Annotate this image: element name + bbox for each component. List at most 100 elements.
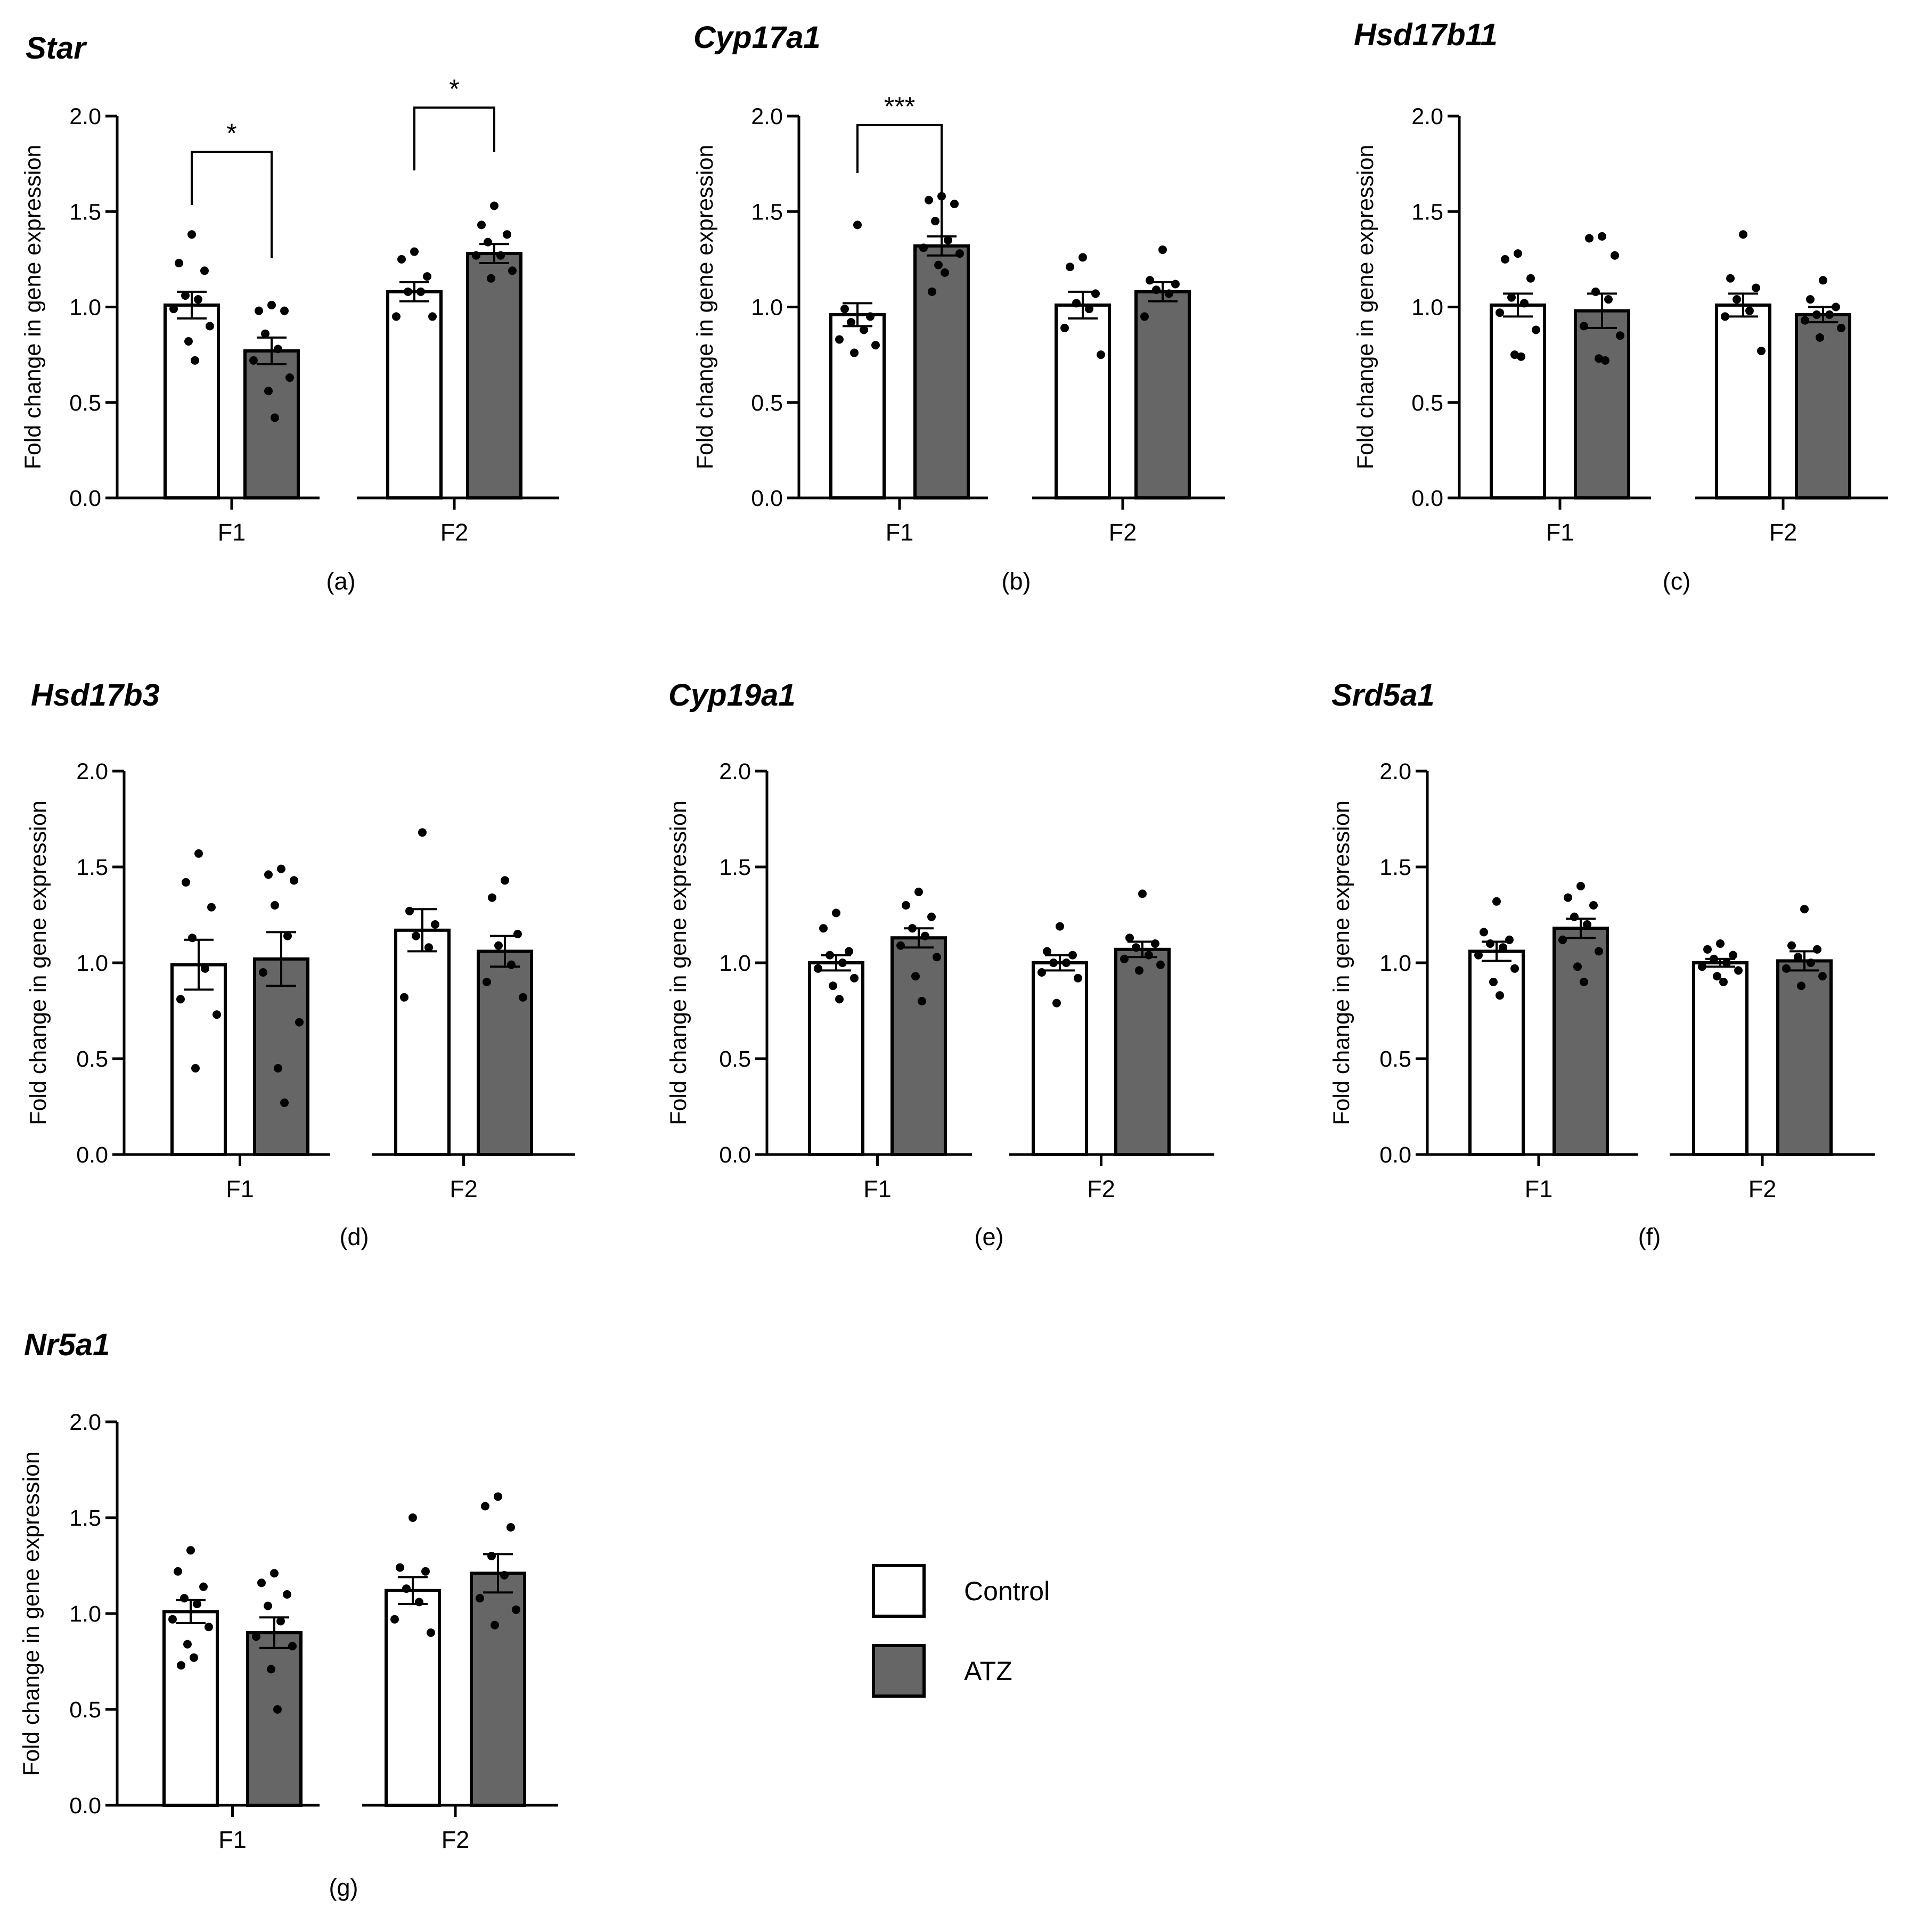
y-tick-label: 1.5	[719, 855, 751, 880]
data-point	[1713, 972, 1721, 981]
bar-atz-f1	[246, 1631, 303, 1807]
data-point	[519, 993, 527, 1002]
data-point	[919, 243, 928, 252]
data-point	[180, 1594, 189, 1603]
y-tick-label: 2.0	[719, 759, 751, 784]
data-point	[819, 924, 828, 933]
data-point	[911, 972, 920, 981]
bar-atz-f1	[890, 936, 947, 1156]
data-point	[1589, 901, 1598, 910]
data-point	[1570, 912, 1579, 921]
data-point	[273, 1705, 282, 1714]
data-point	[1091, 289, 1100, 298]
y-tick-label: 1.5	[751, 199, 783, 225]
data-point	[1165, 289, 1173, 298]
data-point	[1819, 276, 1827, 285]
data-point	[1501, 255, 1509, 264]
x-tick-label: F2	[1769, 519, 1797, 546]
data-point	[428, 312, 437, 321]
data-point	[1719, 978, 1728, 986]
data-point	[1510, 350, 1519, 359]
y-tick-label: 1.5	[69, 1505, 101, 1531]
data-point	[186, 1546, 195, 1555]
bar-atz-f2	[1114, 947, 1171, 1157]
data-point	[397, 255, 406, 264]
data-point	[276, 1617, 285, 1626]
data-point	[283, 1590, 291, 1599]
legend-swatch-control	[872, 1564, 926, 1618]
data-point	[914, 887, 923, 896]
data-point	[1085, 305, 1093, 314]
data-point	[950, 199, 959, 208]
y-tick-label: 1.0	[751, 295, 783, 321]
data-point	[271, 901, 279, 910]
data-point	[267, 1665, 275, 1674]
data-point	[850, 973, 859, 983]
significance-marker: ***	[884, 92, 915, 121]
data-point	[190, 1653, 198, 1662]
y-tick-label: 2.0	[69, 1410, 101, 1435]
data-point	[1052, 998, 1061, 1008]
data-point	[934, 260, 943, 269]
y-tick-label: 2.0	[1411, 104, 1443, 129]
data-point	[1816, 333, 1824, 342]
data-point	[1152, 285, 1161, 294]
data-point	[1558, 935, 1567, 944]
data-point	[1782, 964, 1791, 973]
data-point	[1156, 960, 1165, 969]
y-tick-label: 0.5	[76, 1046, 108, 1072]
subfigure-label: (c)	[1663, 568, 1690, 595]
data-point	[845, 947, 853, 956]
data-point	[431, 920, 439, 929]
data-point	[290, 876, 298, 885]
data-point	[1066, 263, 1074, 272]
data-point	[944, 236, 952, 245]
y-axis-title: Fold change in gene expression	[26, 800, 51, 1125]
data-point	[261, 329, 269, 338]
data-point	[404, 287, 412, 296]
data-point	[483, 978, 491, 986]
data-point	[295, 1018, 304, 1027]
data-point	[415, 1598, 423, 1607]
x-tick-label: F2	[1087, 1175, 1115, 1202]
data-point	[257, 1578, 266, 1587]
data-point	[829, 981, 837, 990]
x-tick-label: F2	[1109, 519, 1137, 546]
subfigure-label: (e)	[975, 1223, 1004, 1250]
data-point	[264, 870, 273, 879]
data-point	[1818, 972, 1827, 981]
y-axis-title: Fold change in gene expression	[20, 145, 46, 470]
data-point	[176, 995, 185, 1004]
data-point	[1474, 951, 1483, 960]
bar-control-f2	[1692, 961, 1748, 1156]
y-tick-label: 1.0	[76, 951, 108, 976]
data-point	[271, 413, 279, 422]
data-point	[1595, 947, 1603, 956]
panel-7: Nr5a1 0.0 0.5 1.0 1.5 2.0 Fold change in gene …	[19, 1328, 558, 1901]
data-point	[1171, 280, 1180, 289]
bar-atz-f2	[466, 252, 522, 500]
bar-control-f1	[170, 963, 227, 1156]
data-point	[277, 864, 285, 873]
data-point	[838, 959, 847, 967]
bar-control-f2	[1055, 303, 1111, 500]
data-point	[270, 1569, 279, 1578]
data-point	[201, 964, 209, 973]
x-tick-label: F1	[218, 1826, 247, 1853]
data-point	[193, 1600, 201, 1608]
significance-marker: *	[449, 74, 459, 104]
data-point	[1580, 322, 1588, 331]
data-point	[1580, 978, 1588, 986]
subfigure-label: (d)	[340, 1223, 369, 1250]
panel-title: Cyp17a1	[693, 20, 821, 55]
data-point	[1797, 981, 1805, 990]
data-point	[280, 306, 289, 315]
data-point	[918, 997, 926, 1005]
significance-marker: *	[226, 118, 236, 148]
data-point	[207, 903, 216, 912]
data-point	[1794, 953, 1802, 962]
data-point	[1721, 312, 1729, 321]
data-point	[396, 1563, 404, 1572]
data-point	[1068, 951, 1077, 960]
data-point	[1489, 978, 1498, 986]
